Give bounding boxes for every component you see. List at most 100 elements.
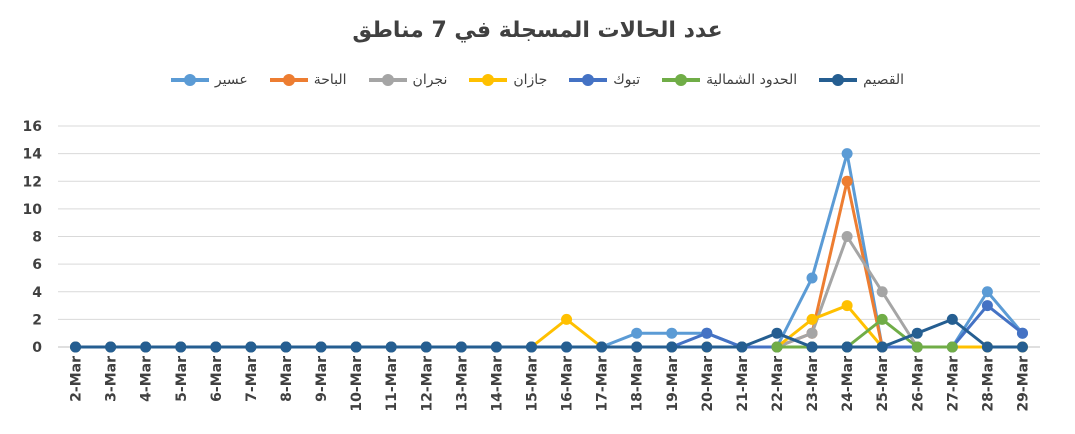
- x-tick-label: 5-Mar: [174, 356, 190, 402]
- x-tick-label: 26-Mar: [910, 356, 926, 412]
- data-point: [140, 341, 152, 353]
- x-tick-label: 7-Mar: [244, 356, 260, 402]
- data-point: [981, 300, 993, 312]
- data-point: [455, 341, 467, 353]
- x-tick-label: 29-Mar: [1015, 356, 1031, 412]
- data-point: [981, 286, 993, 298]
- x-tick-label: 21-Mar: [735, 356, 751, 412]
- x-tick-label: 9-Mar: [314, 356, 330, 402]
- data-point: [561, 341, 573, 353]
- data-point: [876, 341, 888, 353]
- data-point: [315, 341, 327, 353]
- legend-swatch: [819, 74, 858, 86]
- data-point: [876, 313, 888, 325]
- legend-item: جازان: [469, 72, 547, 88]
- x-tick-label: 19-Mar: [665, 356, 681, 412]
- x-tick-label: 18-Mar: [630, 356, 646, 412]
- legend-swatch: [469, 74, 508, 86]
- legend-label: عسير: [214, 72, 248, 88]
- data-point: [841, 300, 853, 312]
- data-point: [631, 341, 643, 353]
- x-tick-label: 25-Mar: [875, 356, 891, 412]
- legend-item: نجران: [368, 72, 447, 88]
- x-tick-label: 22-Mar: [770, 356, 786, 412]
- data-point: [806, 313, 818, 325]
- data-point: [280, 341, 292, 353]
- data-point: [105, 341, 117, 353]
- data-point: [385, 341, 397, 353]
- legend-item: القصيم: [819, 72, 904, 88]
- x-tick-label: 27-Mar: [945, 356, 961, 412]
- y-tick-label: 8: [32, 230, 42, 246]
- x-tick-label: 8-Mar: [279, 356, 295, 402]
- x-tick-label: 4-Mar: [139, 356, 155, 402]
- x-tick-label: 12-Mar: [419, 356, 435, 412]
- y-tick-label: 2: [32, 312, 42, 328]
- y-tick-label: 16: [23, 119, 42, 135]
- data-point: [736, 341, 748, 353]
- data-point: [841, 148, 853, 160]
- y-tick-label: 6: [32, 257, 42, 273]
- legend-item: عسير: [170, 72, 248, 88]
- data-point: [701, 327, 713, 339]
- legend-label: جازان: [513, 72, 548, 88]
- legend-swatch: [569, 74, 608, 86]
- data-point: [210, 341, 222, 353]
- legend-label: تبوك: [613, 72, 641, 88]
- x-tick-label: 23-Mar: [805, 356, 821, 412]
- data-point: [806, 341, 818, 353]
- data-point: [841, 175, 853, 187]
- data-point: [701, 341, 713, 353]
- y-tick-label: 4: [32, 285, 42, 301]
- legend-swatch: [269, 74, 308, 86]
- data-point: [350, 341, 362, 353]
- data-point: [946, 341, 958, 353]
- data-point: [841, 231, 853, 242]
- data-point: [420, 341, 432, 353]
- data-point: [666, 341, 678, 353]
- legend-label: الباحة: [313, 72, 347, 88]
- legend-swatch: [170, 74, 209, 86]
- data-point: [981, 341, 993, 353]
- x-tick-label: 2-Mar: [69, 356, 85, 402]
- data-point: [70, 341, 82, 353]
- x-tick-label: 10-Mar: [349, 356, 365, 412]
- data-point: [771, 341, 783, 353]
- data-point: [175, 341, 187, 353]
- x-tick-label: 3-Mar: [104, 356, 120, 402]
- series-line: [74, 317, 1024, 349]
- data-point: [490, 341, 502, 353]
- data-point: [561, 313, 573, 325]
- legend-item: الحدود الشمالية: [662, 72, 797, 88]
- y-tick-label: 14: [23, 147, 43, 163]
- data-point: [806, 272, 818, 284]
- legend-label: القصيم: [863, 72, 905, 88]
- data-point: [245, 341, 257, 353]
- x-tick-label: 13-Mar: [454, 356, 470, 412]
- data-point: [1016, 327, 1028, 339]
- legend-item: الباحة: [269, 72, 347, 88]
- x-tick-label: 14-Mar: [489, 356, 505, 412]
- x-tick-label: 28-Mar: [980, 356, 996, 412]
- legend: عسير الباحة نجران جازان تبوك الحدود الشمالية ا…: [0, 72, 1075, 88]
- x-tick-label: 6-Mar: [209, 356, 225, 402]
- legend-swatch: [662, 74, 701, 86]
- data-point: [946, 313, 958, 325]
- y-tick-label: 12: [23, 174, 42, 190]
- data-point: [911, 341, 923, 353]
- data-point: [876, 286, 888, 298]
- series-line: [775, 317, 954, 349]
- data-point: [631, 327, 643, 339]
- legend-swatch: [368, 74, 407, 86]
- x-tick-label: 24-Mar: [840, 356, 856, 412]
- legend-label: الحدود الشمالية: [706, 72, 798, 88]
- x-tick-label: 16-Mar: [560, 356, 576, 412]
- x-tick-label: 20-Mar: [700, 356, 716, 412]
- chart-title: عدد الحالات المسجلة في 7 مناطق: [352, 18, 723, 43]
- data-point: [596, 341, 608, 353]
- data-point: [841, 341, 853, 353]
- y-tick-label: 10: [23, 202, 43, 218]
- data-point: [1016, 341, 1028, 353]
- x-tick-label: 15-Mar: [524, 356, 540, 412]
